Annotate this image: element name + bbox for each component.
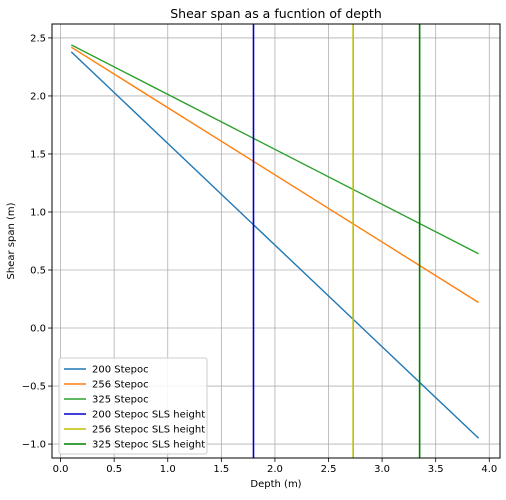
x-tick-label: 0.0 [53,464,69,475]
x-axis-label: Depth (m) [250,479,301,490]
legend-label: 256 Stepoc [92,380,149,391]
legend: 200 Stepoc 256 Stepoc 325 Stepoc 200 Stepoc… [58,357,208,455]
legend-label: 200 Stepoc [92,365,149,376]
y-tick-label: 0.5 [30,266,46,277]
legend-box [58,357,208,455]
x-tick-label: 0.5 [106,464,122,475]
series-325-stepoc [70,44,479,255]
legend-label: 200 Stepoc SLS height [92,410,205,421]
x-tick-label: 2.0 [267,464,283,475]
y-tick-label: 2.0 [30,91,46,102]
series-256-stepoc [70,46,479,304]
series-layer [70,24,480,458]
series-200-stepoc [70,51,480,439]
y-tick-label: 1.0 [30,207,46,218]
x-tick-label: 1.5 [213,464,229,475]
y-axis-label: Shear span (m) [6,202,17,279]
x-tick-label: 3.0 [374,464,390,475]
x-tick-label: 3.5 [428,464,444,475]
x-tick-label: 1.0 [160,464,176,475]
chart-title: Shear span as a fucntion of depth [170,6,382,21]
y-tick-label: 0.0 [30,324,46,335]
y-tick-label: −1.0 [22,440,46,451]
legend-label: 325 Stepoc SLS height [92,440,205,451]
tick-layer: 0.0 0.5 1.0 1.5 2.0 2.5 3.0 3.5 4.0 −1.0 −0.5 0.0 0.… [22,33,498,475]
y-tick-label: 2.5 [30,33,46,44]
x-tick-label: 4.0 [481,464,497,475]
y-tick-label: 1.5 [30,149,46,160]
y-tick-label: −0.5 [22,382,46,393]
plot-frame [51,23,501,459]
x-tick-label: 2.5 [321,464,337,475]
legend-label: 325 Stepoc [92,395,149,406]
legend-label: 256 Stepoc SLS height [92,425,205,436]
